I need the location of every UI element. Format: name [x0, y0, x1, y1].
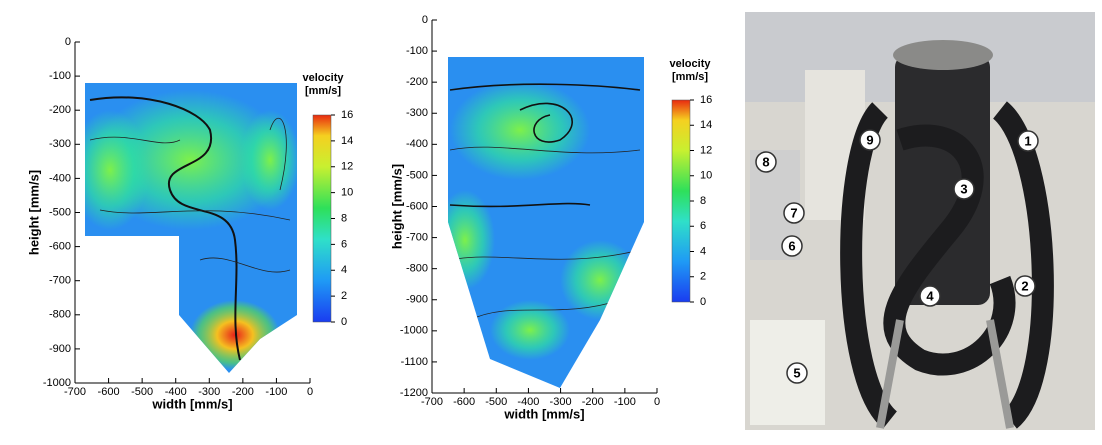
label-badge	[919, 285, 941, 307]
colorbar-tick-label: 16	[341, 109, 353, 121]
label-badge	[953, 178, 975, 200]
colorbar-title: [mm/s]	[305, 85, 341, 97]
label-badge	[859, 129, 881, 151]
colorbar	[671, 99, 691, 303]
colorbar-tick-label: 12	[341, 161, 353, 173]
y-tick-label: -200	[49, 104, 71, 116]
colorbar-tick-label: 6	[700, 220, 706, 232]
x-tick-label: -300	[550, 396, 572, 408]
photo-label: 1	[1024, 133, 1031, 148]
y-tick-label: -700	[406, 231, 428, 243]
x-tick-label: -600	[453, 396, 475, 408]
x-axis-label: width [mm/s]	[151, 396, 232, 411]
label-badge	[783, 202, 805, 224]
photo-label: 5	[793, 365, 800, 380]
x-tick-label: 0	[654, 396, 660, 408]
colorbar-tick-label: 8	[700, 195, 706, 207]
colorbar-tick-label: 2	[700, 271, 706, 283]
label-badge	[1017, 130, 1039, 152]
photo-label: 4	[926, 288, 934, 303]
colorbar-tick-label: 14	[341, 135, 353, 147]
x-tick-label: -600	[98, 386, 120, 398]
colorbar-tick-label: 6	[341, 238, 347, 250]
y-tick-label: -1000	[43, 377, 71, 389]
colorbar-tick-label: 10	[700, 170, 712, 182]
colorbar-tick-label: 2	[341, 290, 347, 302]
y-tick-label: -1000	[400, 325, 428, 337]
x-tick-label: -200	[582, 396, 604, 408]
photo-label: 9	[866, 132, 873, 147]
colorbar-tick-label: 12	[700, 144, 712, 156]
y-tick-label: -900	[49, 343, 71, 355]
x-tick-label: -700	[64, 386, 86, 398]
x-tick-label: -100	[614, 396, 636, 408]
y-axis-label: height [mm/s]	[26, 170, 41, 255]
label-badge	[786, 362, 808, 384]
colorbar-tick-label: 0	[700, 296, 706, 308]
y-tick-label: -100	[49, 70, 71, 82]
photo-label: 2	[1021, 278, 1028, 293]
colorbar-tick-label: 16	[700, 94, 712, 106]
x-tick-label: -400	[517, 396, 539, 408]
y-tick-label: -300	[49, 138, 71, 150]
photo-label: 3	[960, 181, 967, 196]
photo-label: 6	[788, 238, 795, 253]
y-tick-label: -400	[406, 138, 428, 150]
colorbar-title: velocity	[670, 58, 712, 70]
y-tick-label: -600	[406, 200, 428, 212]
label-badge	[781, 235, 803, 257]
y-tick-label: -500	[49, 206, 71, 218]
colorbar-tick-label: 8	[341, 212, 347, 224]
y-tick-label: -600	[49, 241, 71, 253]
x-tick-label: -500	[485, 396, 507, 408]
y-tick-label: -700	[49, 275, 71, 287]
colorbar	[312, 114, 332, 323]
y-tick-label: -500	[406, 169, 428, 181]
colorbar-title: [mm/s]	[672, 71, 708, 83]
colorbar-tick-label: 0	[341, 316, 347, 328]
x-tick-label: -300	[198, 386, 220, 398]
x-tick-label: -400	[165, 386, 187, 398]
y-tick-label: -100	[406, 45, 428, 57]
label-badge	[1014, 275, 1036, 297]
x-tick-label: -100	[265, 386, 287, 398]
y-axis-label: height [mm/s]	[389, 164, 404, 249]
colorbar-tick-label: 4	[700, 245, 706, 257]
x-axis-label: width [mm/s]	[503, 406, 584, 421]
y-tick-label: 0	[422, 14, 428, 26]
label-badge	[755, 151, 777, 173]
velocity-field	[448, 57, 644, 388]
y-tick-label: -300	[406, 107, 428, 119]
colorbar-title: velocity	[303, 72, 345, 84]
y-tick-label: -900	[406, 294, 428, 306]
photo-label: 8	[762, 154, 769, 169]
x-tick-label: -500	[131, 386, 153, 398]
y-tick-label: -800	[406, 263, 428, 275]
y-tick-label: -800	[49, 309, 71, 321]
y-tick-label: 0	[65, 36, 71, 48]
x-tick-label: 0	[307, 386, 313, 398]
y-tick-label: -1100	[401, 356, 428, 368]
colorbar-tick-label: 14	[700, 119, 712, 131]
photo-label: 7	[790, 205, 797, 220]
colorbar-tick-label: 4	[341, 264, 347, 276]
colorbar-tick-label: 10	[341, 187, 353, 199]
y-tick-label: -400	[49, 172, 71, 184]
y-tick-label: -200	[406, 76, 428, 88]
y-tick-label: -1200	[400, 387, 428, 399]
x-tick-label: -200	[232, 386, 254, 398]
x-tick-label: -700	[421, 396, 443, 408]
velocity-field	[85, 83, 297, 373]
